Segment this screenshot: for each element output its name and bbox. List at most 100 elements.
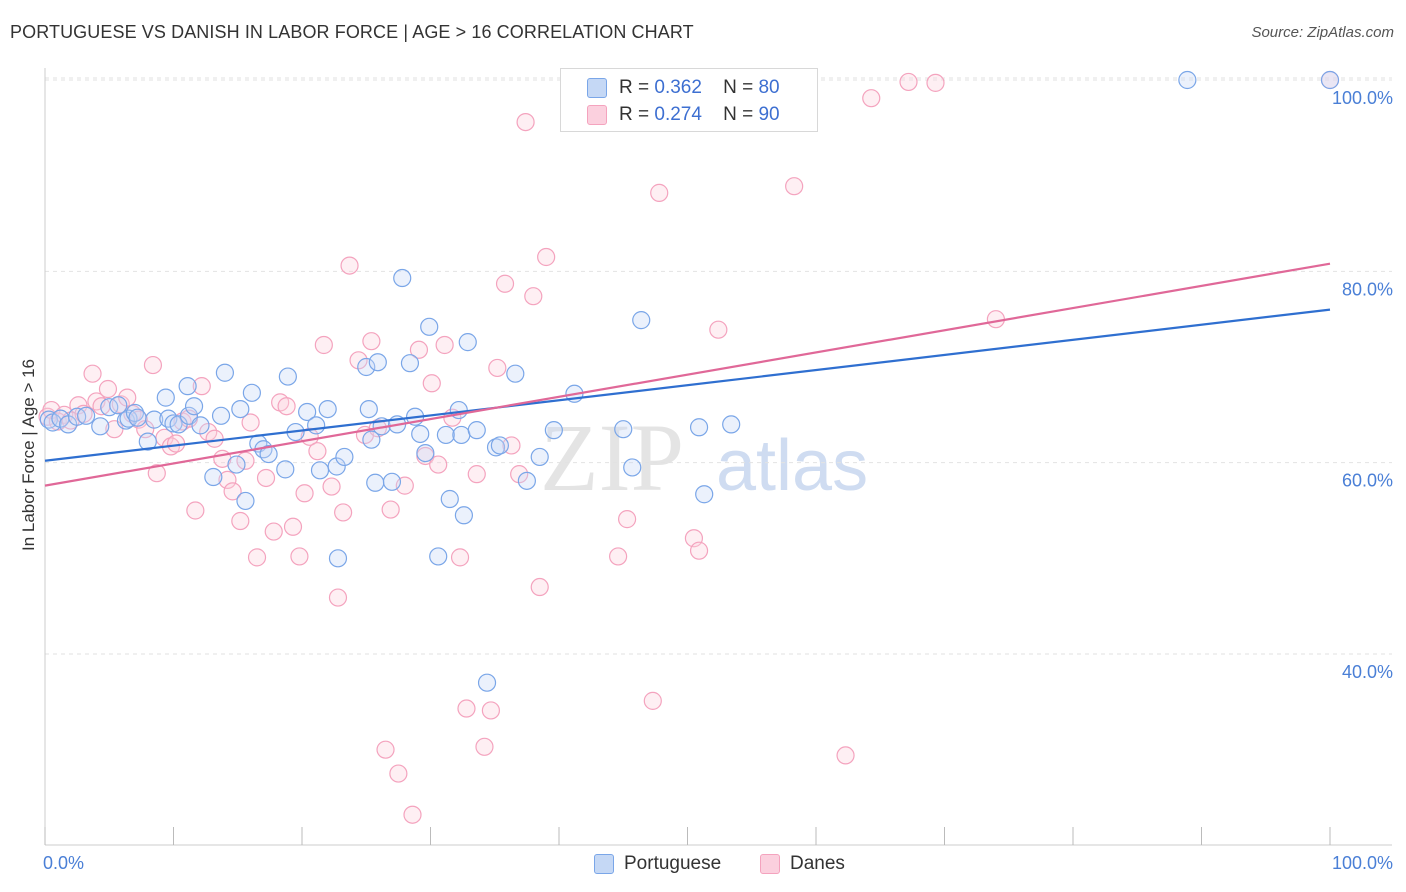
data-point <box>314 335 333 355</box>
y-axis-label: In Labor Force | Age > 16 <box>19 359 38 551</box>
data-point <box>381 500 400 519</box>
data-point <box>215 363 234 382</box>
chart-title: PORTUGUESE VS DANISH IN LABOR FORCE | AG… <box>10 22 694 42</box>
data-point <box>276 460 295 479</box>
data-point <box>475 737 494 756</box>
data-point <box>450 548 470 567</box>
y-tick-label: 40.0% <box>1342 662 1393 682</box>
x-tick-label: 0.0% <box>43 853 84 873</box>
data-point <box>290 547 309 566</box>
data-point <box>899 72 918 92</box>
data-point <box>986 310 1006 329</box>
legend-r-label: R = <box>619 77 650 98</box>
data-point <box>490 436 509 455</box>
data-point <box>231 511 250 531</box>
data-point <box>125 403 145 423</box>
data-point <box>205 429 224 448</box>
data-point <box>218 470 237 489</box>
data-point <box>530 447 549 467</box>
data-point <box>178 377 197 396</box>
data-point <box>632 311 651 330</box>
data-point <box>186 501 205 520</box>
data-point <box>488 358 507 378</box>
data-point <box>242 383 261 402</box>
data-point <box>495 274 515 293</box>
data-point <box>477 673 497 692</box>
y-tick-label: 100.0% <box>1332 88 1393 108</box>
data-point <box>722 415 741 434</box>
data-point <box>283 517 303 536</box>
data-point <box>128 408 147 427</box>
data-point <box>277 397 296 416</box>
data-point <box>83 364 102 383</box>
tick-labels: 40.0% 60.0% 80.0% 100.0% 0.0% 100.0% <box>43 88 1393 873</box>
data-point <box>382 472 402 491</box>
series-portuguese-points <box>39 70 1340 692</box>
data-point <box>409 340 429 359</box>
data-point <box>241 413 260 432</box>
data-point <box>362 430 381 449</box>
data-point <box>368 353 387 372</box>
data-point <box>481 701 500 720</box>
data-point <box>231 399 250 419</box>
data-point <box>467 421 486 440</box>
data-point <box>650 183 669 202</box>
data-point <box>334 503 353 522</box>
source-label: Source: ZipAtlas.com <box>1251 24 1394 41</box>
data-point <box>98 379 118 399</box>
data-point <box>926 73 945 92</box>
data-point <box>236 491 255 511</box>
data-point <box>403 805 422 824</box>
data-point <box>420 317 439 336</box>
series-danes-points <box>38 70 1340 824</box>
legend-r-value: 0.362 <box>654 77 702 98</box>
data-point <box>328 549 348 568</box>
data-point <box>695 485 714 504</box>
data-point <box>1178 70 1197 90</box>
legend-n-label: N = <box>723 104 754 125</box>
data-point <box>609 547 628 566</box>
data-point <box>264 522 283 541</box>
watermark: ZIP atlas <box>540 404 868 511</box>
data-point <box>544 421 563 440</box>
data-point <box>416 444 435 463</box>
data-point <box>689 541 709 560</box>
data-point <box>91 417 110 436</box>
data-point <box>322 477 341 496</box>
data-point <box>785 177 804 196</box>
data-point <box>454 506 474 525</box>
bottom-legend-label-danes: Danes <box>790 853 845 874</box>
data-point <box>429 547 448 566</box>
data-point <box>435 335 454 355</box>
data-point <box>458 333 477 352</box>
data-point <box>429 455 448 474</box>
legend-swatch-portuguese <box>587 78 607 98</box>
data-point <box>467 465 486 484</box>
y-tick-label: 60.0% <box>1342 471 1393 491</box>
data-point <box>524 287 543 306</box>
axes <box>44 68 1392 846</box>
data-point <box>308 442 327 461</box>
data-point <box>227 455 246 474</box>
data-point <box>530 577 549 597</box>
data-point <box>359 399 378 419</box>
data-point <box>295 484 314 503</box>
data-point <box>457 699 476 718</box>
data-point <box>643 691 662 710</box>
data-point <box>100 398 119 417</box>
data-point <box>278 367 297 386</box>
data-point <box>340 256 359 275</box>
data-point <box>366 473 385 492</box>
data-point <box>204 467 223 487</box>
data-point <box>422 374 441 393</box>
data-point <box>836 746 855 765</box>
watermark-atlas: atlas <box>716 426 868 506</box>
bottom-legend-label-portuguese: Portuguese <box>624 853 722 874</box>
data-point <box>614 420 633 439</box>
data-point <box>109 396 128 415</box>
stats-legend: R = 0.362 N = 80 R = 0.274 N = 90 <box>560 68 818 132</box>
data-point <box>143 355 163 375</box>
data-point <box>147 464 166 483</box>
data-point <box>400 354 420 373</box>
